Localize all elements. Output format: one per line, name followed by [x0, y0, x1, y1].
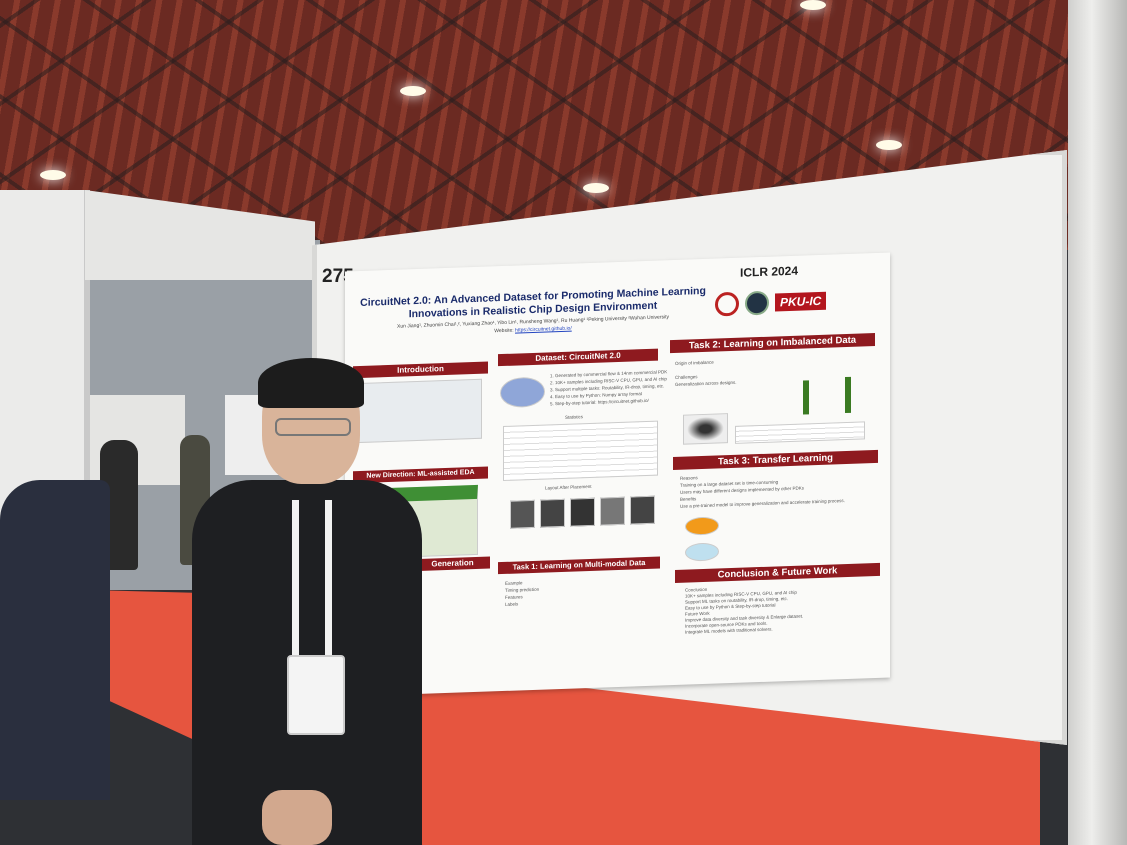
task2-points: Origin of imbalance Challenges Generaliza… [675, 359, 737, 387]
person-hands [262, 790, 332, 845]
statistics-table [503, 420, 658, 481]
layout-image [600, 496, 625, 526]
layout-image [570, 497, 595, 527]
section-task3: Task 3: Transfer Learning [673, 449, 878, 471]
task1-points: Example Timing prediction Features Labels [505, 580, 540, 607]
glasses [275, 418, 351, 436]
person-hair [258, 358, 364, 408]
section-task2: Task 2: Learning on Imbalanced Data [670, 333, 875, 354]
target-domain-ellipse [685, 542, 719, 562]
ceiling-lamp [800, 0, 826, 10]
ceiling-lamp [400, 86, 426, 96]
pku-ic-logo: PKU-IC [775, 291, 827, 312]
source-domain-ellipse [685, 516, 719, 536]
website-label: Website: [494, 327, 514, 335]
section-generation: Generation [415, 556, 490, 572]
website-link[interactable]: https://circuitnet.github.io/ [515, 325, 572, 334]
validation-table [735, 421, 865, 444]
name-badge [287, 655, 345, 735]
conclusion-points: Conclusion 10K+ samples including RISC-V … [685, 586, 804, 635]
imbalance-bar [803, 380, 809, 415]
dataset-diagram [500, 376, 545, 409]
dataset-points: 1. Generated by commercial flow & 14nm c… [550, 369, 668, 407]
section-introduction: Introduction [353, 361, 488, 379]
layout-image [540, 498, 565, 528]
ceiling-lamp [876, 140, 902, 150]
section-dataset: Dataset: CircuitNet 2.0 [498, 348, 658, 367]
whu-seal-logo [745, 290, 769, 316]
booth-pole [1068, 0, 1127, 845]
lanyard [292, 500, 332, 660]
section-task1: Task 1: Learning on Multi-modal Data [498, 556, 660, 575]
layout-label: Layout After Placement [545, 483, 592, 491]
layout-image [630, 495, 655, 525]
background-person [0, 480, 110, 800]
logos: PKU-IC [715, 289, 827, 317]
task3-points: Reasons Training on a large dataset set i… [680, 475, 845, 509]
ceiling-lamp [40, 170, 66, 180]
ceiling-lamp [583, 183, 609, 193]
poster: CircuitNet 2.0: An Advanced Dataset for … [345, 252, 890, 697]
scatter-figure [683, 413, 728, 445]
conference-label: ICLR 2024 [740, 263, 799, 280]
layout-image [510, 499, 535, 529]
section-conclusion: Conclusion & Future Work [675, 562, 880, 583]
pku-seal-logo [715, 291, 739, 317]
statistics-label: Statistics [565, 414, 584, 420]
imbalance-bar [845, 376, 851, 414]
intro-figure [357, 378, 482, 444]
